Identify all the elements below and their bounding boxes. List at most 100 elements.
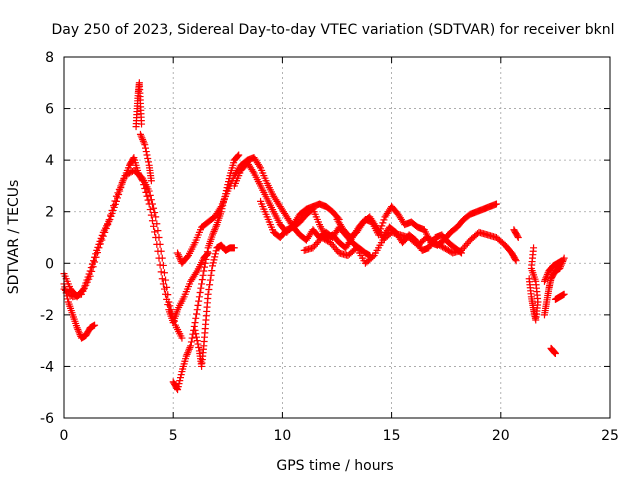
x-tick-label: 0	[60, 428, 69, 444]
data-point	[136, 130, 144, 138]
data-point	[193, 306, 201, 314]
data-point	[209, 262, 217, 270]
data-point	[514, 232, 522, 240]
data-point	[175, 252, 183, 260]
data-point	[541, 276, 549, 284]
data-point	[191, 319, 199, 327]
data-point	[176, 254, 184, 262]
data-point	[174, 383, 182, 391]
data-point	[73, 324, 81, 332]
data-point	[151, 228, 159, 236]
data-point	[138, 120, 146, 128]
data-point	[186, 344, 194, 352]
data-point	[196, 289, 204, 297]
x-tick-label: 20	[492, 428, 510, 444]
series-track-9	[230, 159, 343, 236]
data-point	[187, 342, 195, 350]
data-point	[198, 276, 206, 284]
data-point	[211, 226, 219, 234]
series-track-16	[551, 290, 568, 303]
data-point	[91, 258, 99, 266]
data-point	[195, 344, 203, 352]
data-point	[170, 317, 178, 325]
data-point	[192, 333, 200, 341]
y-axis-ticks: -6 -4 -2 0 2 4 6 8	[40, 50, 610, 427]
data-point	[543, 270, 551, 278]
chart-title: Day 250 of 2023, Sidereal Day-to-day VTE…	[52, 22, 615, 38]
series-track-18	[540, 257, 566, 285]
data-point	[138, 134, 146, 142]
data-point	[199, 271, 207, 279]
data-point	[83, 278, 91, 286]
y-tick-label: 8	[45, 50, 54, 66]
data-point	[543, 272, 551, 280]
data-point	[235, 151, 243, 159]
data-point	[129, 155, 137, 163]
data-point	[255, 162, 263, 170]
data-point	[230, 244, 238, 252]
data-point	[211, 224, 219, 232]
data-point	[101, 228, 109, 236]
data-point	[163, 283, 171, 291]
data-point	[197, 284, 205, 292]
data-point	[233, 153, 241, 161]
data-point	[205, 286, 213, 294]
data-point	[540, 277, 548, 285]
data-point	[187, 338, 195, 346]
series-track-2	[60, 154, 212, 327]
data-point	[75, 327, 83, 335]
data-point	[147, 196, 155, 204]
data-point	[556, 264, 564, 272]
data-point	[82, 281, 90, 289]
data-point	[212, 222, 220, 230]
data-point	[88, 267, 96, 275]
data-point	[118, 178, 126, 186]
data-point	[166, 302, 174, 310]
data-point	[152, 213, 160, 221]
plot-frame	[63, 56, 611, 419]
data-point	[192, 314, 200, 322]
x-tick-label: 10	[273, 428, 291, 444]
data-point	[511, 255, 519, 263]
data-point	[64, 295, 72, 303]
series-track-12	[333, 213, 465, 257]
data-point	[114, 189, 122, 197]
data-point	[206, 276, 214, 284]
series-track-14	[525, 244, 542, 324]
data-point	[234, 152, 242, 160]
data-point	[195, 297, 203, 305]
data-point	[192, 310, 200, 318]
data-point	[209, 259, 217, 267]
data-point	[177, 371, 185, 379]
data-point	[198, 280, 206, 288]
data-point	[148, 200, 156, 208]
series-track-13	[510, 226, 522, 241]
y-tick-label: 0	[45, 256, 54, 272]
data-point	[99, 232, 107, 240]
data-point	[158, 275, 166, 283]
data-point	[203, 252, 211, 260]
data-point	[162, 276, 170, 284]
data-point	[202, 255, 210, 263]
data-point	[115, 185, 123, 193]
data-point	[141, 141, 149, 149]
y-axis-label: SDTVAR / TECUs	[6, 180, 22, 295]
data-point	[176, 374, 184, 382]
data-point	[140, 139, 148, 147]
data-point	[216, 204, 224, 212]
x-tick-label: 5	[169, 428, 178, 444]
data-point	[176, 377, 184, 385]
data-point	[158, 254, 166, 262]
data-point	[203, 248, 211, 256]
data-point	[155, 234, 163, 241]
data-point	[108, 206, 116, 214]
data-point	[551, 350, 559, 358]
data-point	[457, 249, 465, 257]
data-point	[369, 253, 377, 261]
data-point	[159, 280, 167, 288]
data-point	[157, 247, 165, 255]
data-point	[173, 384, 181, 392]
data-point	[201, 259, 209, 267]
series-track-5	[136, 130, 155, 185]
data-point	[378, 222, 386, 230]
